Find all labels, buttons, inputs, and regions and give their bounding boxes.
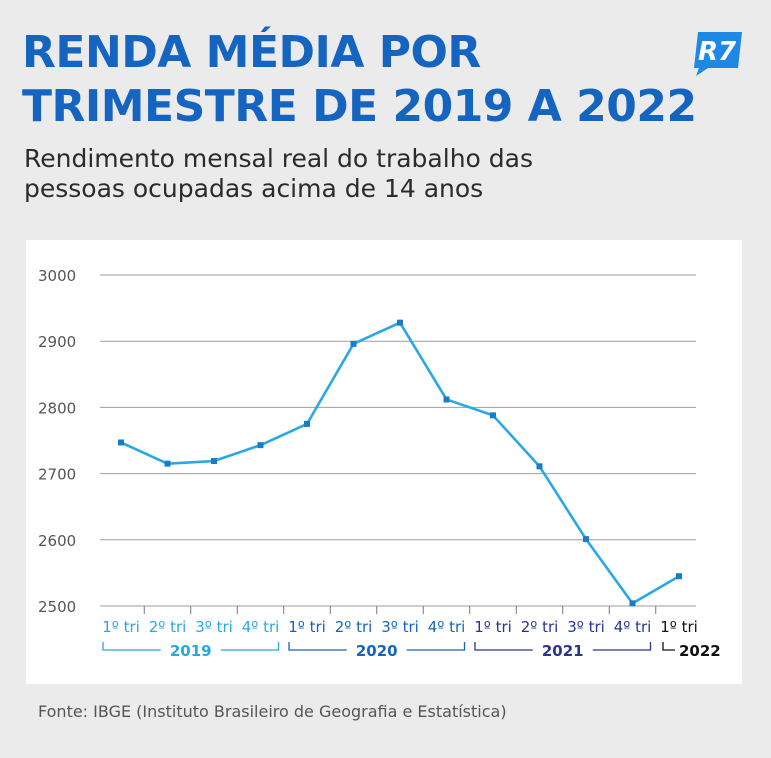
chart-title: RENDA MÉDIA POR TRIMESTRE DE 2019 A 2022 bbox=[22, 26, 762, 134]
data-point bbox=[211, 458, 217, 465]
year-bracket bbox=[662, 642, 675, 651]
year-bracket bbox=[592, 642, 652, 651]
year-label: 2022 bbox=[679, 642, 721, 660]
x-tick-label: 1º tri bbox=[660, 618, 698, 636]
data-point bbox=[676, 573, 682, 580]
year-bracket bbox=[102, 642, 161, 651]
data-point bbox=[490, 412, 496, 419]
y-tick-label: 2600 bbox=[38, 532, 76, 550]
data-point bbox=[443, 396, 450, 403]
year-bracket bbox=[406, 642, 466, 651]
x-tick-label: 4º tri bbox=[242, 618, 280, 636]
data-point bbox=[118, 439, 124, 446]
y-tick-label: 3000 bbox=[38, 267, 76, 285]
x-tick-label: 3º tri bbox=[381, 618, 419, 636]
r7-logo: R7 bbox=[694, 32, 742, 76]
year-label: 2021 bbox=[542, 642, 584, 660]
data-point bbox=[397, 319, 403, 326]
data-point bbox=[536, 463, 543, 470]
chart-subtitle: Rendimento mensal real do trabalho das p… bbox=[24, 144, 664, 204]
subtitle-line-2: pessoas ocupadas acima de 14 anos bbox=[24, 174, 484, 203]
year-bracket bbox=[474, 642, 533, 651]
x-tick-label: 1º tri bbox=[102, 618, 140, 636]
data-point bbox=[583, 536, 589, 543]
x-tick-label: 2º tri bbox=[335, 618, 373, 636]
x-tick-label: 4º tri bbox=[428, 618, 466, 636]
chart-panel: 3000 2900 2800 2700 2600 2500 1º tri 2º tri 3º t… bbox=[26, 240, 742, 684]
x-tick-label: 3º tri bbox=[195, 618, 233, 636]
y-tick-label: 2500 bbox=[38, 598, 76, 616]
title-line-2: TRIMESTRE DE 2019 A 2022 bbox=[22, 81, 697, 132]
data-point bbox=[629, 600, 636, 607]
subtitle-line-1: Rendimento mensal real do trabalho das bbox=[24, 144, 533, 173]
year-bracket bbox=[288, 642, 347, 651]
year-label: 2020 bbox=[356, 642, 398, 660]
y-tick-label: 2700 bbox=[38, 466, 76, 484]
y-tick-label: 2800 bbox=[38, 399, 76, 417]
x-tick-label: 2º tri bbox=[149, 618, 187, 636]
r7-logo-text: R7 bbox=[698, 37, 737, 67]
data-point bbox=[164, 460, 171, 467]
title-line-1: RENDA MÉDIA POR bbox=[22, 27, 481, 78]
x-tick-label: 3º tri bbox=[567, 618, 605, 636]
year-label: 2019 bbox=[170, 642, 212, 660]
source-note: Fonte: IBGE (Instituto Brasileiro de Geo… bbox=[38, 702, 507, 721]
r7-logo-bubble bbox=[694, 32, 742, 76]
data-point bbox=[350, 340, 357, 347]
x-tick-label: 1º tri bbox=[474, 618, 512, 636]
data-point bbox=[304, 420, 310, 427]
x-tick-label: 1º tri bbox=[288, 618, 326, 636]
x-tick-label: 4º tri bbox=[614, 618, 652, 636]
year-bracket bbox=[220, 642, 280, 651]
line-chart: 3000 2900 2800 2700 2600 2500 1º tri 2º tri 3º t… bbox=[38, 267, 721, 660]
series-line bbox=[120, 321, 680, 605]
x-tick-label: 2º tri bbox=[521, 618, 559, 636]
y-tick-label: 2900 bbox=[38, 333, 76, 351]
data-point bbox=[257, 442, 264, 449]
